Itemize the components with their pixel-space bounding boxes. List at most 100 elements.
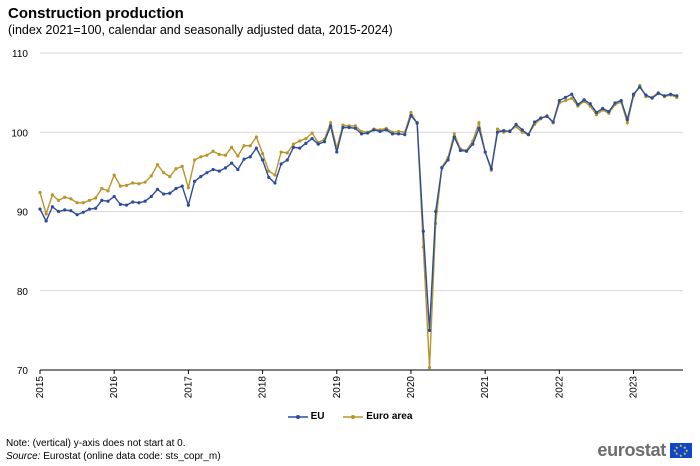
data-point	[155, 163, 160, 167]
data-point	[168, 175, 172, 179]
data-point	[601, 106, 605, 111]
data-point	[520, 128, 524, 132]
data-point	[489, 167, 493, 171]
data-point	[192, 158, 197, 162]
data-point	[285, 151, 289, 155]
data-point	[650, 96, 654, 100]
data-point	[186, 186, 190, 190]
data-point	[638, 85, 642, 89]
data-point	[415, 121, 419, 125]
data-point	[87, 207, 92, 211]
data-point	[322, 140, 326, 144]
data-point	[656, 91, 660, 96]
data-point	[427, 328, 432, 332]
data-point	[118, 202, 122, 206]
data-point	[199, 155, 203, 159]
data-point	[607, 110, 611, 114]
eurostat-logo[interactable]: eurostat ★ ★ ★ ★ ★ ★ ★ ★	[597, 440, 692, 461]
data-point	[502, 129, 506, 133]
data-point	[230, 161, 234, 165]
data-point	[563, 98, 568, 103]
data-point	[397, 129, 401, 134]
data-point	[69, 197, 73, 201]
data-point	[180, 184, 184, 188]
data-point	[304, 141, 308, 145]
data-point	[118, 184, 122, 188]
data-point	[44, 219, 48, 223]
legend-item-eu[interactable]: EU	[287, 411, 325, 422]
data-point	[662, 94, 667, 98]
data-point	[570, 96, 574, 100]
data-point	[106, 189, 110, 193]
data-point	[205, 171, 209, 175]
data-point	[131, 181, 135, 185]
data-point	[75, 213, 79, 217]
y-tick-label: 100	[11, 128, 28, 139]
data-point	[384, 128, 388, 132]
data-point	[248, 144, 252, 148]
x-tick-label: 2017	[183, 376, 194, 399]
series-line	[39, 84, 678, 368]
data-point	[582, 98, 586, 102]
data-point	[162, 192, 166, 196]
data-point	[38, 190, 42, 195]
x-axis: 2015 2016 2017 2018 2019 2020 2021 2022 2023	[35, 369, 683, 399]
y-tick-label: 110	[12, 49, 28, 60]
x-tick-label: 2016	[109, 376, 120, 399]
data-point	[477, 121, 481, 125]
data-point	[217, 152, 221, 157]
data-point	[143, 180, 147, 184]
x-tick-label: 2020	[406, 376, 417, 399]
data-point	[180, 164, 184, 168]
data-point	[316, 142, 320, 146]
data-point	[570, 92, 574, 96]
data-point	[594, 110, 599, 115]
data-point	[94, 206, 98, 210]
source-text: Eurostat (online data code: sts_copr_m)	[40, 451, 221, 462]
data-point	[174, 186, 178, 191]
data-point	[285, 158, 289, 162]
source-label: Source:	[6, 451, 41, 462]
data-point	[298, 146, 302, 150]
data-point	[63, 208, 67, 212]
data-point	[508, 129, 512, 134]
legend-item-euro-area[interactable]: Euro area	[343, 411, 412, 422]
series-eu	[38, 85, 679, 332]
data-point	[273, 181, 277, 185]
data-point	[563, 95, 568, 99]
data-point	[273, 173, 277, 177]
data-point	[112, 173, 116, 177]
data-point	[211, 149, 215, 153]
legend: EU Euro area	[0, 411, 700, 424]
data-point	[242, 157, 246, 161]
data-point	[248, 155, 252, 159]
data-point	[56, 198, 61, 202]
data-point	[81, 210, 85, 214]
data-point	[341, 125, 345, 130]
data-point	[390, 132, 395, 136]
y-tick-label: 70	[17, 366, 29, 377]
logo-text: eurostat	[597, 440, 666, 460]
data-point	[267, 169, 271, 173]
y-tick-label: 90	[17, 208, 29, 219]
data-point	[236, 167, 240, 172]
y-tick-label: 80	[17, 287, 29, 298]
data-point	[50, 205, 54, 209]
data-point	[186, 203, 190, 207]
x-tick-label: 2022	[554, 376, 565, 399]
data-point	[440, 166, 444, 170]
data-point	[495, 127, 500, 131]
data-point	[372, 128, 376, 132]
data-point	[162, 171, 166, 175]
data-point	[328, 124, 333, 128]
data-point	[625, 117, 629, 122]
data-point	[223, 166, 228, 170]
data-point	[267, 175, 271, 180]
data-point	[87, 198, 92, 202]
x-tick-label: 2023	[629, 376, 640, 399]
data-point	[63, 195, 67, 199]
data-point	[378, 129, 382, 134]
data-point	[328, 121, 333, 125]
data-point	[526, 133, 531, 137]
legend-label-eu: EU	[310, 411, 325, 422]
